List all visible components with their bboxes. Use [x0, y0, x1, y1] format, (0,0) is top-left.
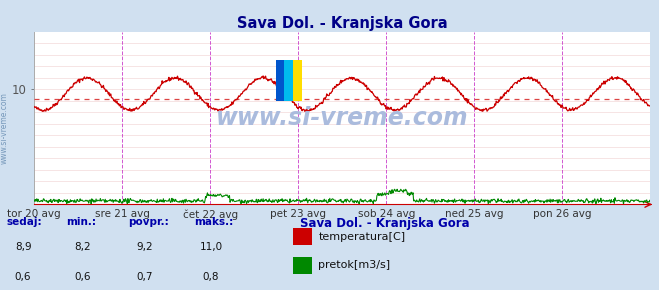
Text: maks.:: maks.: — [194, 217, 234, 226]
Text: sedaj:: sedaj: — [7, 217, 42, 226]
Text: 8,9: 8,9 — [14, 242, 32, 252]
Text: 11,0: 11,0 — [199, 242, 223, 252]
Title: Sava Dol. - Kranjska Gora: Sava Dol. - Kranjska Gora — [237, 16, 447, 31]
Text: 0,7: 0,7 — [136, 273, 154, 282]
Bar — [293, 228, 312, 245]
Text: www.si-vreme.com: www.si-vreme.com — [216, 106, 469, 130]
Text: 0,6: 0,6 — [74, 273, 91, 282]
Text: temperatura[C]: temperatura[C] — [318, 232, 405, 242]
Text: povpr.:: povpr.: — [129, 217, 169, 226]
Bar — [293, 256, 312, 274]
Text: 0,6: 0,6 — [14, 273, 32, 282]
Text: 0,8: 0,8 — [202, 273, 219, 282]
Text: www.si-vreme.com: www.si-vreme.com — [0, 92, 9, 164]
Text: 9,2: 9,2 — [136, 242, 154, 252]
Text: 8,2: 8,2 — [74, 242, 91, 252]
Bar — [276, 59, 288, 101]
Bar — [287, 59, 302, 101]
Text: Sava Dol. - Kranjska Gora: Sava Dol. - Kranjska Gora — [300, 217, 469, 230]
Bar — [284, 59, 293, 101]
Text: pretok[m3/s]: pretok[m3/s] — [318, 260, 390, 270]
Text: min.:: min.: — [66, 217, 96, 226]
